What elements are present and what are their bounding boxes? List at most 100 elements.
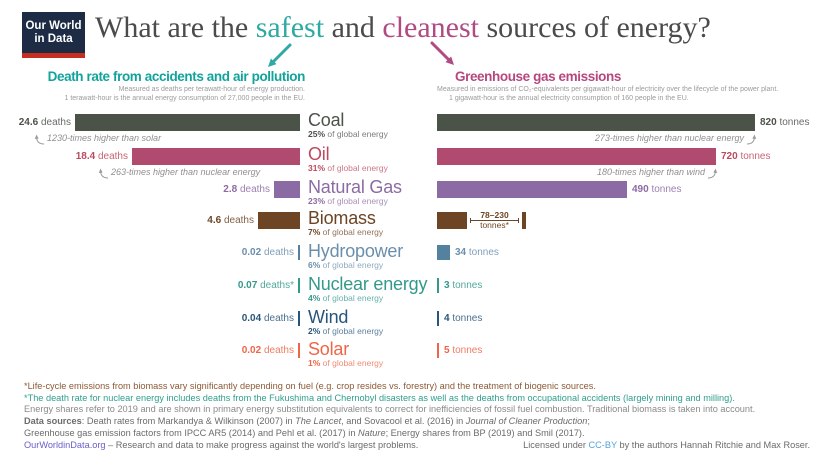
- emissions-value: 490 tonnes: [632, 184, 682, 195]
- death-value: 18.4 deaths: [75, 151, 128, 162]
- death-comparison-note: 1230-times higher than solar: [34, 133, 161, 146]
- footnote-line: Data sources: Death rates from Markandya…: [24, 416, 590, 427]
- fuel-label: Nuclear energy 4% of global energy: [308, 275, 427, 303]
- death-bar: [298, 278, 300, 293]
- emissions-bar: [437, 212, 467, 229]
- death-value: 4.6 deaths: [207, 215, 254, 226]
- fuel-share: 1% of global energy: [308, 358, 384, 368]
- license-prefix: Licensed under: [523, 440, 589, 450]
- death-bar: [274, 181, 300, 198]
- title-suffix: sources of energy?: [479, 11, 711, 44]
- note-arrow-up-right-icon: [707, 168, 718, 179]
- title-safest: safest: [255, 11, 325, 44]
- fuel-share: 6% of global energy: [308, 260, 384, 270]
- emissions-comparison-note: 273-times higher than nuclear energy: [595, 133, 757, 146]
- safest-arrow-icon: [268, 43, 292, 67]
- fuel-share: 2% of global energy: [308, 326, 384, 336]
- fuel-share: 31% of global energy: [308, 163, 388, 173]
- fuel-label: Biomass 7% of global energy: [308, 209, 383, 237]
- emissions-bar: [437, 311, 439, 326]
- death-value: 0.02 deaths: [241, 247, 294, 258]
- emissions-value: 4 tonnes: [444, 313, 483, 324]
- note-text: 1230-times higher than solar: [47, 133, 162, 143]
- emissions-value: 820 tonnes: [760, 117, 810, 128]
- emissions-bar: [437, 181, 627, 198]
- owid-tagline: OurWorldinData.org – Research and data t…: [24, 440, 418, 450]
- fuel-name: Hydropower: [308, 241, 404, 261]
- right-panel-sub1: Measured in emissions of CO₂-equivalents…: [437, 86, 779, 93]
- fuel-label: Wind 2% of global energy: [308, 308, 383, 336]
- fuel-name: Oil: [308, 144, 330, 164]
- left-panel-heading: Death rate from accidents and air pollut…: [47, 69, 306, 84]
- left-panel-sub2: 1 terawatt-hour is the annual energy con…: [64, 95, 306, 103]
- note-arrow-up-left-icon: [98, 168, 109, 179]
- license-note: Licensed under CC-BY by the authors Hann…: [523, 440, 810, 450]
- fuel-share: 4% of global energy: [308, 293, 384, 303]
- emissions-value: 3 tonnes: [444, 280, 483, 291]
- note-text: 263-times higher than nuclear energy: [111, 167, 261, 177]
- emissions-bar: [437, 148, 716, 165]
- death-comparison-note: 263-times higher than nuclear energy: [98, 167, 260, 180]
- emissions-value: 5 tonnes: [444, 345, 483, 356]
- note-arrow-up-right-icon: [746, 134, 757, 145]
- right-panel-sub2: 1 gigawatt-hour is the annual electricit…: [449, 95, 689, 103]
- death-bar: [132, 148, 300, 165]
- range-label: 78–230 tonnes*: [480, 210, 509, 230]
- title-cleanest: cleanest: [382, 11, 479, 44]
- death-value: 2.8 deaths: [223, 184, 270, 195]
- fuel-share: 7% of global energy: [308, 227, 384, 237]
- owid-link[interactable]: OurWorldinData.org: [24, 440, 106, 450]
- fuel-name: Nuclear energy: [308, 274, 428, 294]
- death-bar: [298, 343, 300, 358]
- footnote-line: Greenhouse gas emission factors from IPC…: [24, 427, 585, 438]
- note-text: 180-times higher than wind: [596, 167, 705, 177]
- emissions-value: 34 tonnes: [455, 247, 499, 258]
- fuel-label: Natural Gas 23% of global energy: [308, 178, 402, 206]
- right-panel-header: Greenhouse gas emissions Measured in emi…: [437, 69, 778, 104]
- emissions-bar: [437, 114, 755, 131]
- note-text: 273-times higher than nuclear energy: [594, 133, 744, 143]
- emissions-bar: [437, 278, 439, 293]
- emissions-comparison-note: 180-times higher than wind: [597, 167, 718, 180]
- fuel-name: Natural Gas: [308, 177, 402, 197]
- note-arrow-up-left-icon: [34, 134, 45, 145]
- death-value: 0.02 deaths: [241, 345, 294, 356]
- left-panel-sub1: Measured as deaths per terawatt-hour of …: [118, 86, 305, 93]
- fuel-share: 23% of global energy: [308, 196, 388, 206]
- death-bar: [75, 114, 300, 131]
- death-value: 24.6 deaths: [18, 117, 71, 128]
- death-bar: [298, 245, 300, 260]
- fuel-name: Biomass: [308, 208, 376, 228]
- footnote-line: *Life-cycle emissions from biomass vary …: [24, 381, 596, 391]
- range-max-tick-icon: [522, 212, 526, 229]
- title-prefix: What are the: [95, 11, 256, 44]
- right-panel-heading: Greenhouse gas emissions: [455, 69, 621, 84]
- footnote-line: Energy shares refer to 2019 and are show…: [24, 404, 756, 415]
- range-line-icon: [470, 218, 519, 223]
- ccby-link[interactable]: CC-BY: [588, 440, 617, 450]
- fuel-label: Oil 31% of global energy: [308, 145, 388, 173]
- cleanest-arrow-icon: [430, 41, 454, 65]
- fuel-name: Wind: [308, 307, 349, 327]
- left-panel-header: Death rate from accidents and air pollut…: [18, 69, 306, 104]
- fuel-label: Hydropower 6% of global energy: [308, 242, 403, 270]
- fuel-name: Coal: [308, 110, 345, 130]
- brand-line1: Our World: [25, 20, 82, 32]
- fuel-label: Coal 25% of global energy: [308, 111, 388, 139]
- death-bar: [298, 311, 300, 326]
- page-title: What are the safest and cleanest sources…: [95, 11, 711, 45]
- emissions-value: 720 tonnes: [721, 151, 771, 162]
- owid-logo: Our World in Data: [22, 12, 85, 58]
- footnote-line: *The death rate for nuclear energy inclu…: [24, 392, 735, 403]
- emissions-bar: [437, 245, 450, 260]
- footnotes: *Life-cycle emissions from biomass vary …: [24, 381, 810, 440]
- title-mid: and: [324, 11, 383, 44]
- license-suffix: by the authors Hannah Ritchie and Max Ro…: [616, 440, 811, 450]
- death-value: 0.07 deaths*: [237, 280, 294, 291]
- emissions-bar: [437, 343, 439, 358]
- footer-bottom: OurWorldinData.org – Research and data t…: [24, 440, 810, 450]
- death-value: 0.04 deaths: [241, 313, 294, 324]
- fuel-name: Solar: [308, 339, 350, 359]
